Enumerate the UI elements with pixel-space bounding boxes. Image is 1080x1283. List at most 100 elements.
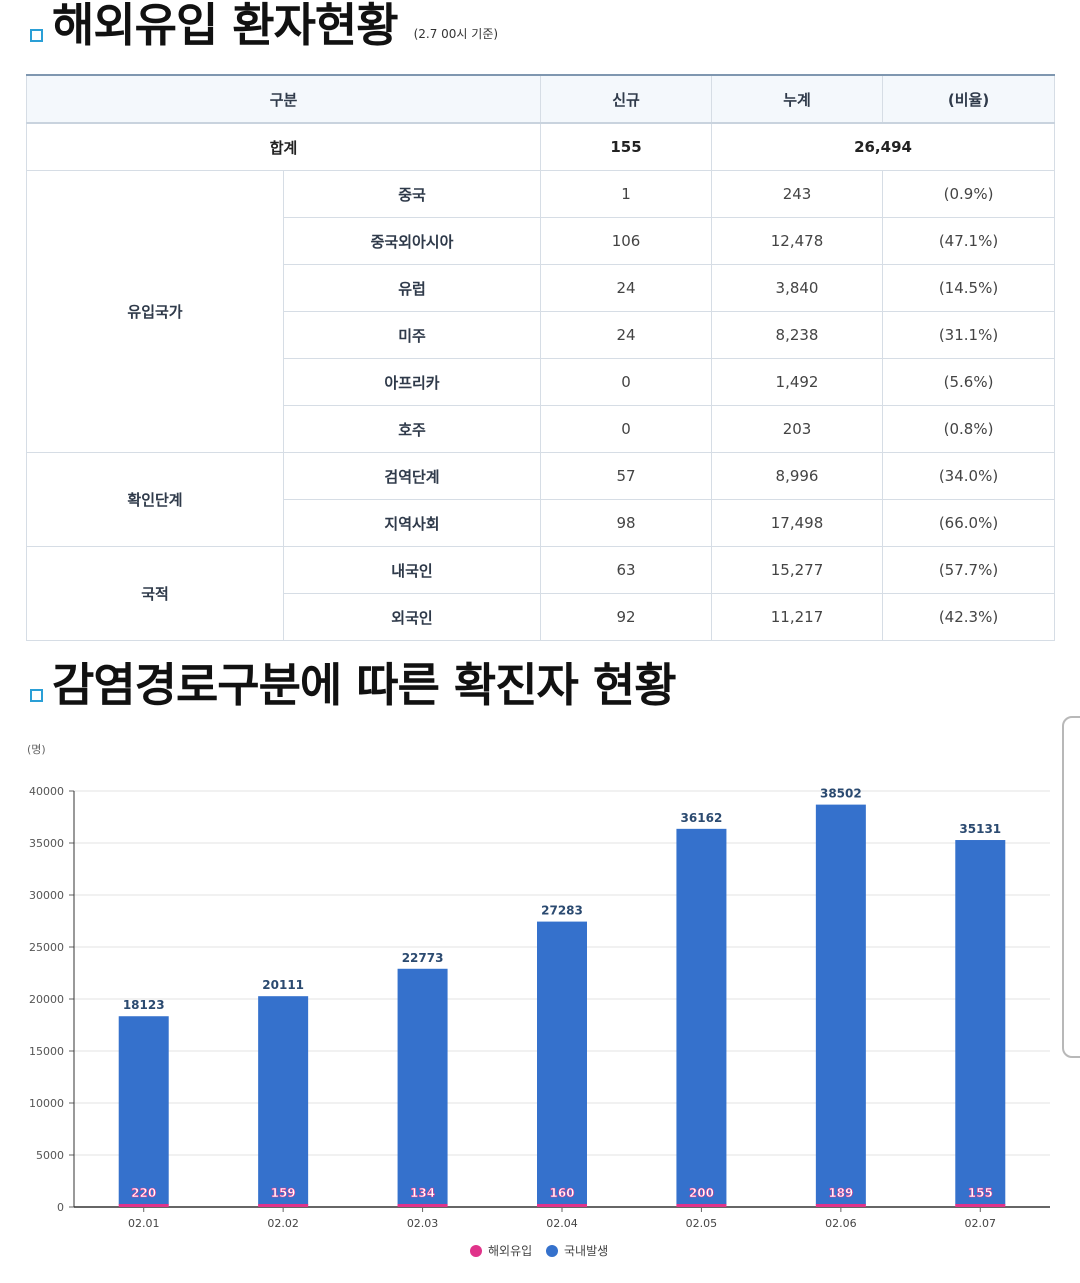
cell-cumulative: 11,217 [711,593,884,641]
reference-time-note: (2.7 00시 기준) [413,27,499,41]
data-label-domestic: 18123 [123,998,165,1012]
y-tick-label: 15000 [29,1045,64,1058]
table-row: 중국외아시아 106 12,478 (47.1%) [27,217,1056,265]
data-label-domestic: 35131 [959,822,1001,836]
y-tick-label: 35000 [29,837,64,850]
bar-domestic [815,804,866,1206]
cell-ratio: (34.0%) [882,452,1056,500]
cell-ratio: (31.1%) [882,311,1056,359]
cell-cumulative: 15,277 [711,546,884,594]
bullet-square-icon [30,689,43,702]
bar-domestic [397,968,448,1206]
table-row: 유럽 24 3,840 (14.5%) [27,264,1056,312]
x-tick-label: 02.02 [267,1217,299,1230]
cell-ratio: (0.8%) [882,405,1056,453]
cell-cumulative: 3,840 [711,264,884,312]
table-row: 지역사회 98 17,498 (66.0%) [27,499,1056,547]
bar-imported [676,1204,727,1207]
page-title: 해외유입 환자현황 [52,0,399,52]
bar-imported [397,1204,448,1207]
side-scroll-handle[interactable] [1062,716,1080,1058]
section-title-overseas: 해외유입 환자현황 (2.7 00시 기준) [30,2,498,48]
y-tick-label: 20000 [29,993,64,1006]
header-new: 신규 [540,74,713,124]
bullet-square-icon [30,29,43,42]
bar-imported [118,1204,169,1207]
data-label-imported: 220 [131,1186,156,1200]
row-label: 내국인 [282,546,542,594]
row-label: 유럽 [282,264,542,312]
group-label: 유입국가 [26,170,284,453]
y-tick-label: 40000 [29,785,64,798]
cell-new: 0 [540,405,713,453]
overseas-patient-table: 구분 신규 누계 (비율) 합계 155 26,494 유입국가 중국 1 24… [25,74,1056,641]
y-tick-label: 0 [57,1201,64,1214]
x-tick-label: 02.06 [825,1217,857,1230]
legend-domestic-label: 국내발생 [564,1244,608,1258]
bar-imported [955,1204,1006,1207]
cell-ratio: (66.0%) [882,499,1056,547]
header-cumulative: 누계 [711,74,884,124]
cell-cumulative: 8,238 [711,311,884,359]
x-tick-label: 02.01 [128,1217,160,1230]
cell-cumulative: 17,498 [711,499,884,547]
legend-imported-label: 해외유입 [488,1244,532,1258]
total-new: 155 [540,122,713,171]
row-label: 중국 [282,170,542,218]
cell-new: 63 [540,546,713,594]
row-label: 아프리카 [282,358,542,406]
cell-new: 24 [540,311,713,359]
y-tick-label: 5000 [36,1149,64,1162]
table-row: 국적 내국인 63 15,277 (57.7%) [26,546,1056,641]
cell-cumulative: 203 [711,405,884,453]
cell-cumulative: 12,478 [711,217,884,265]
total-cumulative: 26,494 [711,122,1056,171]
cell-new: 24 [540,264,713,312]
y-tick-label: 10000 [29,1097,64,1110]
x-tick-label: 02.03 [407,1217,439,1230]
bar-imported [815,1204,866,1207]
y-unit-label: (명) [27,743,46,756]
row-label: 지역사회 [282,499,542,547]
legend-domestic-marker [546,1245,558,1257]
cell-new: 57 [540,452,713,500]
cell-ratio: (57.7%) [882,546,1056,594]
cell-ratio: (0.9%) [882,170,1056,218]
bar-domestic [118,1016,169,1205]
cell-cumulative: 8,996 [711,452,884,500]
table-row-total: 합계 155 26,494 [25,122,1056,171]
cell-ratio: (42.3%) [882,593,1056,641]
cell-ratio: (5.6%) [882,358,1056,406]
cell-ratio: (14.5%) [882,264,1056,312]
total-label: 합계 [25,122,542,171]
section-title-infection-route: 감염경로구분에 따른 확진자 현황 [30,658,677,712]
cell-cumulative: 243 [711,170,884,218]
chart-section-title: 감염경로구분에 따른 확진자 현황 [52,658,677,712]
table-row: 호주 0 203 (0.8%) [27,405,1056,453]
data-label-domestic: 27283 [541,904,583,918]
data-label-domestic: 22773 [402,951,444,965]
bar-imported [258,1204,309,1207]
chart-container: (명) 0 5000 10000 15000 20000 25000 30000 35000 4… [0,735,1060,1279]
data-label-imported: 159 [271,1186,296,1200]
confirmed-cases-bar-chart: (명) 0 5000 10000 15000 20000 25000 30000 35000 4… [27,743,1050,1258]
bar-domestic [955,840,1006,1206]
cell-new: 0 [540,358,713,406]
legend-imported-marker [470,1245,482,1257]
data-label-domestic: 20111 [262,978,304,992]
bar-domestic [258,996,309,1206]
bar-domestic [537,921,587,1206]
x-tick-label: 02.05 [686,1217,718,1230]
data-label-imported: 134 [410,1186,435,1200]
row-label: 호주 [282,405,542,453]
group-label: 국적 [26,546,284,641]
table-header-row: 구분 신규 누계 (비율) [25,74,1056,124]
cell-new: 1 [540,170,713,218]
row-label: 미주 [282,311,542,359]
y-tick-label: 30000 [29,889,64,902]
group-label: 확인단계 [26,452,284,547]
header-ratio: (비율) [882,74,1056,124]
table-row: 외국인 92 11,217 (42.3%) [27,593,1056,641]
x-tick-label: 02.04 [546,1217,578,1230]
row-label: 검역단계 [282,452,542,500]
